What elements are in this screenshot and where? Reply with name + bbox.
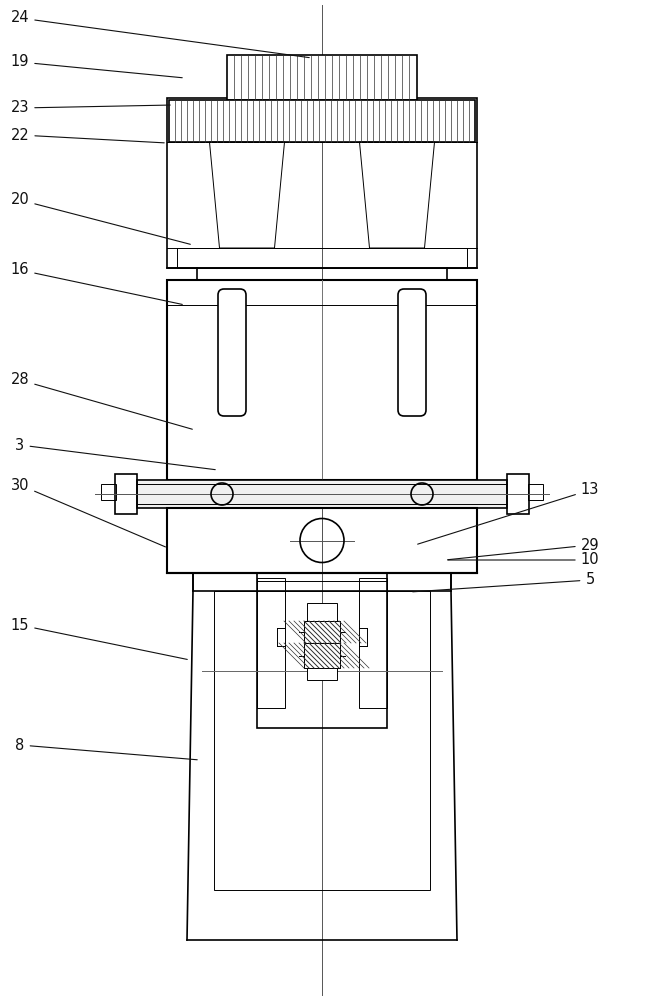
Text: 3: 3: [15, 438, 215, 470]
Text: 13: 13: [418, 483, 599, 544]
Text: 8: 8: [15, 738, 197, 760]
Text: 20: 20: [10, 192, 190, 244]
Text: 5: 5: [413, 572, 595, 592]
Bar: [167, 508, 477, 573]
Text: 30: 30: [11, 478, 166, 547]
FancyBboxPatch shape: [398, 289, 426, 416]
Bar: [304, 621, 340, 643]
Bar: [167, 98, 477, 268]
Bar: [115, 474, 137, 514]
Bar: [292, 100, 352, 118]
Text: 22: 22: [10, 127, 164, 143]
FancyBboxPatch shape: [218, 289, 246, 416]
Text: 15: 15: [11, 617, 187, 659]
Text: 29: 29: [448, 538, 599, 560]
Bar: [359, 578, 387, 708]
Bar: [167, 280, 477, 480]
Bar: [307, 603, 337, 621]
Bar: [214, 591, 430, 890]
Bar: [197, 268, 447, 280]
Bar: [193, 573, 451, 591]
Text: 28: 28: [11, 372, 192, 429]
Bar: [304, 643, 340, 668]
Text: 10: 10: [448, 552, 599, 568]
Bar: [304, 643, 340, 668]
Bar: [101, 484, 116, 500]
Bar: [169, 100, 475, 142]
Bar: [177, 248, 467, 268]
Bar: [507, 474, 529, 514]
Bar: [307, 668, 337, 680]
Text: 23: 23: [11, 101, 170, 115]
Bar: [227, 55, 417, 100]
Bar: [528, 484, 543, 500]
Text: 19: 19: [11, 54, 183, 78]
Bar: [304, 621, 340, 643]
Bar: [257, 578, 285, 708]
Text: 16: 16: [11, 262, 183, 304]
Bar: [137, 480, 507, 508]
Bar: [257, 573, 387, 728]
Text: 24: 24: [11, 10, 309, 58]
